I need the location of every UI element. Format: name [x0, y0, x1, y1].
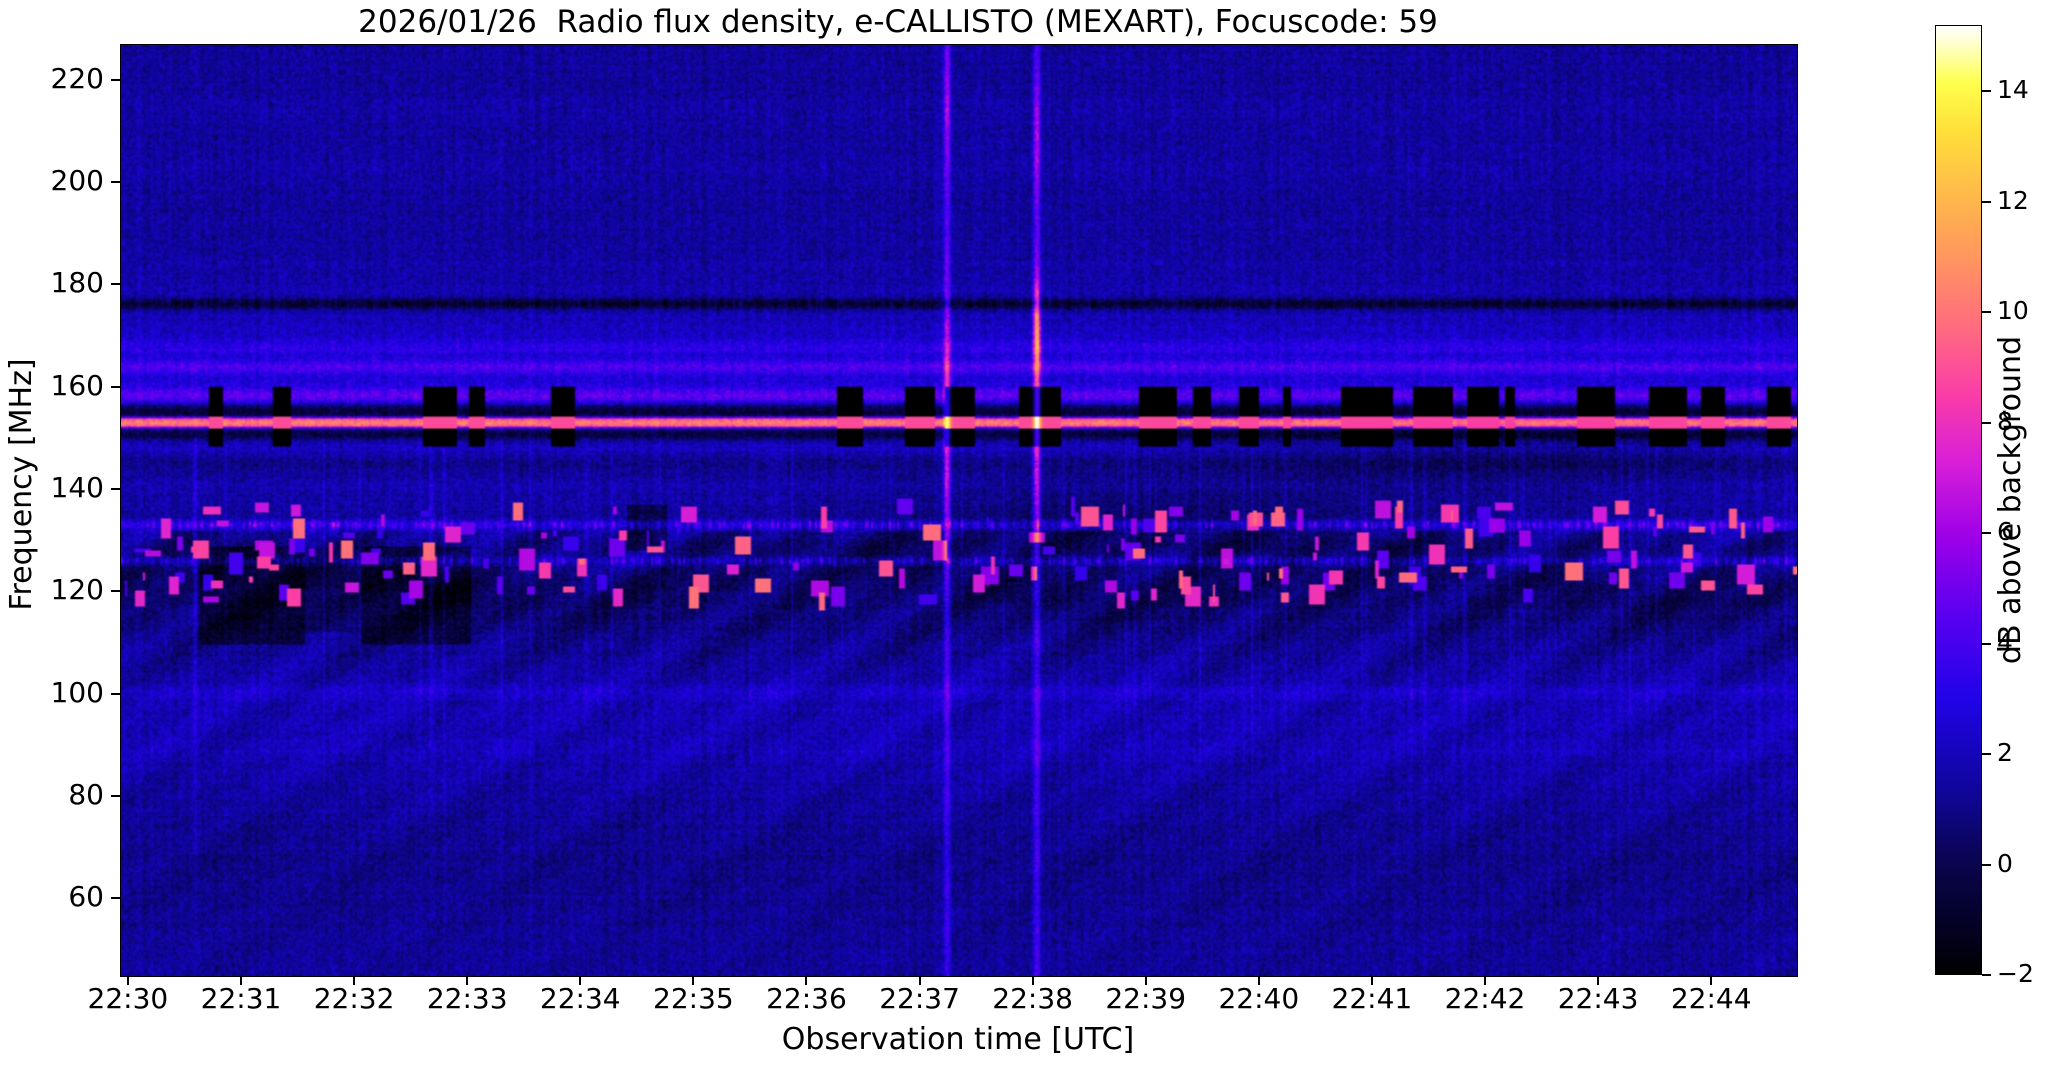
- colorbar-tick-label: 6: [1997, 517, 2013, 547]
- colorbar-tick-mark: [1982, 753, 1991, 756]
- x-tick-label: 22:44: [1670, 982, 1752, 1015]
- x-tick-label: 22:41: [1331, 982, 1413, 1015]
- x-tick-mark: [466, 976, 469, 985]
- x-tick-mark: [692, 976, 695, 985]
- y-tick-mark: [111, 692, 120, 695]
- x-tick-label: 22:35: [653, 982, 734, 1015]
- y-tick-label: 120: [50, 573, 104, 607]
- colorbar-tick-mark: [1982, 642, 1991, 645]
- colorbar-tick-mark: [1982, 421, 1991, 424]
- colorbar-tick-label: 12: [1997, 185, 2029, 215]
- y-tick-label: 100: [50, 675, 104, 709]
- x-tick-label: 22:40: [1218, 982, 1300, 1015]
- colorbar-tick-label: 8: [1997, 406, 2013, 436]
- spectrogram-axes[interactable]: [120, 44, 1798, 977]
- spectrogram-image: [121, 45, 1797, 976]
- colorbar-tick-mark: [1982, 311, 1991, 314]
- colorbar-tick-label: 2: [1997, 738, 2013, 768]
- y-tick-mark: [111, 181, 120, 184]
- x-tick-mark: [1710, 976, 1713, 985]
- y-tick-mark: [111, 78, 120, 81]
- y-tick-label: 140: [50, 471, 104, 505]
- x-tick-label: 22:38: [992, 982, 1073, 1015]
- x-tick-label: 22:31: [200, 982, 282, 1015]
- x-tick-label: 22:42: [1444, 982, 1526, 1015]
- y-tick-mark: [111, 385, 120, 388]
- y-tick-mark: [111, 590, 120, 593]
- y-tick-label: 200: [50, 164, 104, 198]
- x-tick-label: 22:34: [539, 982, 621, 1015]
- x-tick-mark: [126, 976, 129, 985]
- x-tick-mark: [579, 976, 582, 985]
- x-tick-label: 22:43: [1557, 982, 1639, 1015]
- x-axis-label: Observation time [UTC]: [781, 1022, 1135, 1057]
- colorbar-tick-label: 14: [1997, 75, 2029, 105]
- colorbar-tick-label: 10: [1997, 296, 2029, 326]
- x-tick-mark: [1031, 976, 1034, 985]
- x-tick-label: 22:36: [766, 982, 847, 1015]
- x-tick-mark: [1257, 976, 1260, 985]
- colorbar-tick-mark: [1982, 90, 1991, 93]
- x-tick-mark: [918, 976, 921, 985]
- y-tick-mark: [111, 488, 120, 491]
- x-tick-label: 22:32: [313, 982, 395, 1015]
- colorbar-tick-label: 4: [1997, 627, 2013, 657]
- y-tick-label: 160: [50, 368, 104, 402]
- y-tick-label: 60: [68, 880, 104, 914]
- colorbar-label-text: dB above background: [1993, 335, 2028, 665]
- x-tick-label: 22:30: [87, 982, 169, 1015]
- y-tick-mark: [111, 897, 120, 900]
- x-tick-mark: [353, 976, 356, 985]
- x-tick-mark: [805, 976, 808, 985]
- colorbar-tick-label: 0: [1997, 848, 2013, 878]
- y-tick-label: 180: [50, 266, 104, 300]
- y-axis-label: Frequency [MHz]: [4, 358, 39, 611]
- x-tick-mark: [1597, 976, 1600, 985]
- y-tick-label: 220: [50, 61, 104, 95]
- x-tick-mark: [240, 976, 242, 985]
- colorbar-tick-mark: [1982, 974, 1991, 976]
- x-tick-label: 22:37: [879, 982, 960, 1015]
- x-tick-mark: [1144, 976, 1147, 985]
- page-title: 2026/01/26 Radio flux density, e-CALLIST…: [358, 4, 1438, 40]
- y-tick-mark: [111, 283, 120, 286]
- colorbar-tick-mark: [1982, 863, 1991, 866]
- y-tick-mark: [111, 794, 120, 797]
- colorbar: 14 12 10 8 6 4 2 0 −2: [1935, 25, 2034, 988]
- x-tick-label: 22:33: [426, 982, 508, 1015]
- x-tick-label: 22:39: [1105, 982, 1187, 1015]
- colorbar-gradient: [1935, 25, 1982, 975]
- colorbar-tick-mark: [1982, 200, 1991, 203]
- x-tick-mark: [1484, 976, 1486, 985]
- colorbar-tick-label: −2: [1997, 959, 2034, 988]
- x-tick-mark: [1370, 976, 1373, 985]
- colorbar-tick-mark: [1982, 532, 1991, 535]
- y-tick-label: 80: [68, 777, 104, 811]
- colorbar-label: dB above background: [1993, 0, 2033, 664]
